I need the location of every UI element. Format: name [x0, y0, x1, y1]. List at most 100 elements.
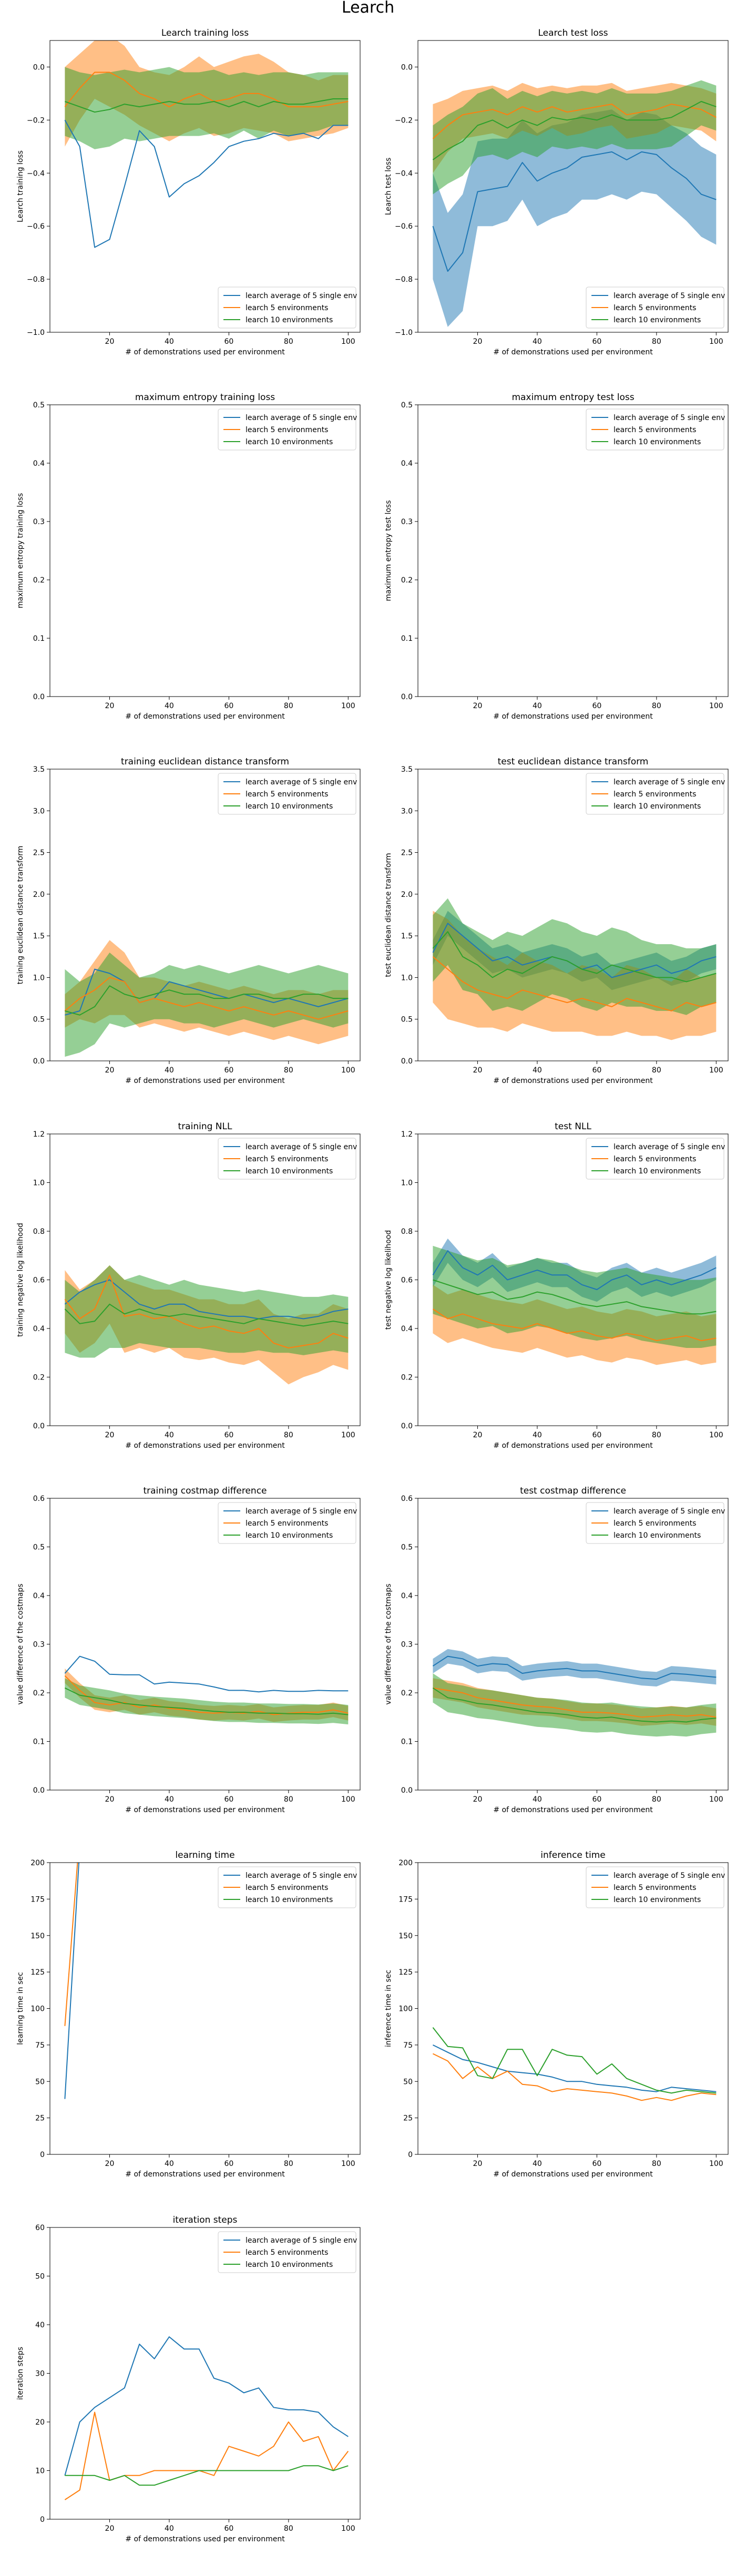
- chart-panel-10: 0 25 50 75 100 125 150 175 200 20 40 60 80 100 learnin…: [16, 1850, 361, 2179]
- y-tick-label: 1.0: [401, 974, 413, 982]
- y-axis-label: maximum entropy training loss: [16, 493, 25, 608]
- y-tick-label: 10: [35, 2467, 45, 2476]
- legend-label-2: learch 10 environments: [246, 316, 333, 324]
- chart-title: Learch training loss: [161, 28, 249, 38]
- y-tick-label: 200: [398, 1859, 413, 1867]
- legend-label-1: learch 5 environments: [246, 2248, 328, 2257]
- y-tick-label: −0.2: [27, 116, 45, 125]
- x-tick-label: 20: [473, 1066, 483, 1075]
- x-tick-label: 80: [652, 2160, 661, 2168]
- y-tick-label: 0.3: [33, 1641, 45, 1649]
- series-band-0: [433, 1649, 717, 1686]
- y-tick-label: 40: [35, 2321, 45, 2329]
- x-tick-label: 20: [105, 1066, 115, 1075]
- legend-label-1: learch 5 environments: [246, 790, 328, 799]
- chart-panel-6: 0.0 0.2 0.4 0.6 0.8 1.0 1.2 20 40 60 80 100 training…: [16, 1121, 361, 1450]
- x-tick-label: 100: [709, 702, 723, 710]
- legend-box: [218, 1866, 356, 1908]
- legend-label-0: learch average of 5 single env: [246, 2236, 357, 2245]
- legend: learch average of 5 single env learch 5 e…: [218, 773, 357, 815]
- chart-panel-11: 0 25 50 75 100 125 150 175 200 20 40 60 80 100 inferen…: [384, 1850, 729, 2179]
- legend-label-0: learch average of 5 single env: [614, 1507, 725, 1516]
- y-tick-label: 3.5: [401, 765, 413, 774]
- y-tick-label: 0.2: [401, 1374, 413, 1382]
- y-tick-label: 0.2: [401, 1689, 413, 1698]
- y-axis-label: training negative log likelihood: [16, 1223, 25, 1337]
- y-tick-label: 0.6: [401, 1276, 413, 1285]
- y-tick-label: 2.5: [401, 849, 413, 857]
- y-tick-label: 0.8: [33, 1228, 45, 1236]
- y-tick-label: 75: [35, 2041, 45, 2050]
- series-line-0: [64, 119, 349, 248]
- chart-title: test NLL: [555, 1121, 591, 1132]
- y-tick-label: 0.3: [33, 518, 45, 526]
- y-tick-label: 0.3: [401, 518, 413, 526]
- series-line-1: [64, 2411, 349, 2500]
- chart-title: maximum entropy training loss: [135, 392, 275, 403]
- x-tick-label: 100: [341, 338, 355, 346]
- y-tick-label: −1.0: [395, 329, 413, 337]
- x-tick-label: 40: [165, 1431, 174, 1439]
- x-tick-label: 60: [592, 2160, 601, 2168]
- series-line-1: [64, 71, 349, 108]
- legend-label-1: learch 5 environments: [246, 1155, 328, 1163]
- legend-box: [586, 1138, 724, 1180]
- y-tick-label: 0.4: [33, 1592, 45, 1600]
- legend: learch average of 5 single env learch 5 e…: [218, 1138, 357, 1180]
- legend-box: [586, 773, 724, 815]
- series-band-2: [433, 80, 717, 195]
- x-tick-label: 20: [105, 702, 115, 710]
- legend-label-2: learch 10 environments: [246, 1167, 333, 1175]
- series-line-0: [64, 2336, 349, 2476]
- y-tick-label: 2.0: [33, 891, 45, 899]
- series-line-2: [432, 101, 717, 160]
- x-tick-label: 100: [341, 2160, 355, 2168]
- legend-label-2: learch 10 environments: [614, 438, 701, 446]
- y-tick-label: 30: [35, 2370, 45, 2378]
- legend-label-0: learch average of 5 single env: [246, 778, 357, 786]
- x-tick-label: 80: [284, 338, 293, 346]
- x-tick-label: 40: [533, 702, 542, 710]
- legend-label-0: learch average of 5 single env: [614, 778, 725, 786]
- series-band-2: [433, 1673, 717, 1737]
- legend-label-1: learch 5 environments: [246, 304, 328, 312]
- legend-label-0: learch average of 5 single env: [246, 1872, 357, 1880]
- x-tick-label: 80: [284, 702, 293, 710]
- chart-title: test euclidean distance transform: [498, 757, 649, 767]
- legend-label-2: learch 10 environments: [246, 1531, 333, 1540]
- y-tick-label: 0.5: [33, 1543, 45, 1552]
- x-axis-label: # of demonstrations used per environment: [493, 1806, 653, 1814]
- y-axis-label: Learch training loss: [16, 150, 25, 222]
- x-tick-label: 80: [652, 338, 661, 346]
- series-line-0: [432, 151, 717, 272]
- y-tick-label: 125: [30, 1968, 45, 1977]
- series-line-1: [64, 1274, 349, 1348]
- x-tick-label: 100: [341, 2524, 355, 2533]
- chart-title: training NLL: [178, 1121, 232, 1132]
- x-tick-label: 60: [592, 1795, 601, 1804]
- legend-label-2: learch 10 environments: [246, 2261, 333, 2269]
- legend-label-2: learch 10 environments: [614, 1896, 701, 1904]
- series-line-2: [432, 931, 717, 983]
- series-band-2: [433, 898, 717, 1015]
- y-tick-label: −1.0: [27, 329, 45, 337]
- legend-box: [586, 287, 724, 329]
- y-tick-label: 0.5: [401, 1016, 413, 1024]
- y-tick-label: 50: [35, 2273, 45, 2281]
- x-tick-label: 20: [105, 1795, 115, 1804]
- legend-box: [218, 1138, 356, 1180]
- legend-label-2: learch 10 environments: [614, 802, 701, 811]
- x-tick-label: 80: [284, 1431, 293, 1439]
- series-line-0: [432, 1655, 717, 1680]
- y-tick-label: 0.4: [401, 1592, 413, 1600]
- plot-frame: [49, 40, 361, 333]
- y-tick-label: 20: [35, 2418, 45, 2427]
- y-tick-label: 0.6: [401, 1495, 413, 1503]
- y-tick-label: 3.0: [401, 807, 413, 815]
- series-line-2: [433, 1279, 717, 1315]
- y-tick-label: 0.0: [401, 1786, 413, 1795]
- x-tick-label: 20: [473, 1795, 483, 1804]
- x-tick-label: 100: [709, 2160, 723, 2168]
- y-tick-label: 25: [403, 2114, 413, 2123]
- series-band-2: [433, 1245, 717, 1348]
